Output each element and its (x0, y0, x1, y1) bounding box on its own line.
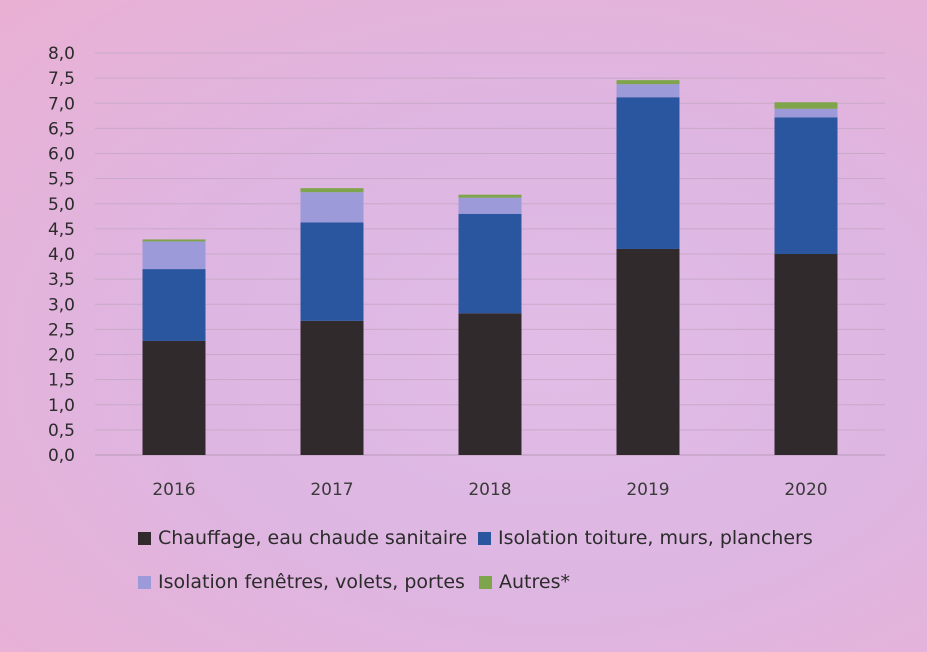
bar-segment (774, 108, 838, 118)
bar-segment (142, 269, 206, 341)
y-tick-label: 4,5 (48, 220, 75, 240)
y-tick-label: 0,5 (48, 421, 75, 441)
bar-segment (142, 241, 206, 270)
y-tick-label: 5,0 (48, 195, 75, 215)
y-tick-label: 7,0 (48, 94, 75, 114)
bar-segment (458, 194, 522, 198)
bar-segment (774, 254, 838, 455)
x-tick-label: 2019 (626, 480, 669, 500)
bar-segment (300, 222, 364, 321)
bar-segment (616, 97, 680, 249)
y-tick-label: 1,0 (48, 396, 75, 416)
y-tick-label: 3,0 (48, 295, 75, 315)
y-tick-label: 2,0 (48, 346, 75, 366)
bar-segment (458, 213, 522, 314)
y-tick-label: 0,0 (48, 446, 75, 466)
bar-segment (616, 80, 680, 85)
y-tick-label: 1,5 (48, 371, 75, 391)
y-tick-label: 5,5 (48, 170, 75, 190)
x-tick-label: 2018 (468, 480, 511, 500)
bar-segment (300, 320, 364, 455)
x-tick-label: 2020 (784, 480, 827, 500)
bar-segment (458, 313, 522, 455)
y-tick-label: 8,0 (48, 44, 75, 64)
bar-segment (142, 340, 206, 455)
bar-segment (616, 84, 680, 98)
y-tick-label: 3,5 (48, 270, 75, 290)
y-tick-label: 6,5 (48, 119, 75, 139)
y-tick-label: 6,0 (48, 145, 75, 165)
x-tick-label: 2016 (152, 480, 195, 500)
bar-segment (774, 117, 838, 254)
y-tick-label: 4,0 (48, 245, 75, 265)
bar-segment (458, 197, 522, 214)
x-tick-label: 2017 (310, 480, 353, 500)
bar-segment (774, 102, 838, 109)
y-tick-label: 7,5 (48, 69, 75, 89)
bar-segment (142, 239, 206, 242)
bar-segment (300, 192, 364, 223)
bar-segment (300, 188, 364, 193)
bar-segment (616, 248, 680, 455)
y-tick-label: 2,5 (48, 320, 75, 340)
